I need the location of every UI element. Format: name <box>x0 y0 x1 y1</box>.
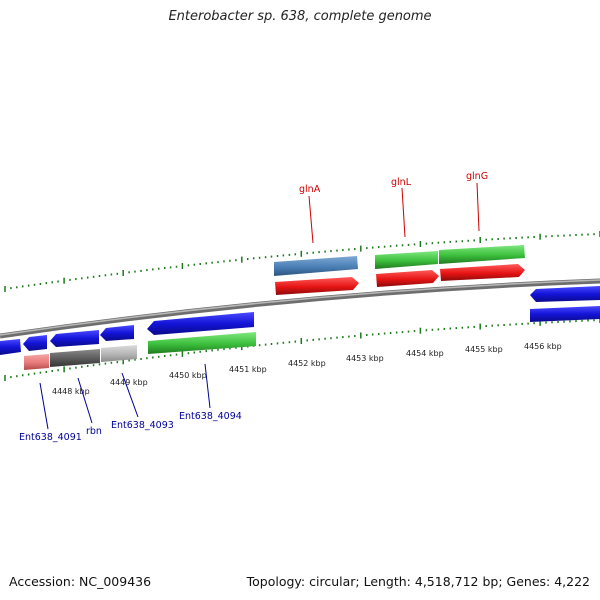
kbp-scale: 4448 kbp 4449 kbp 4450 kbp 4451 kbp 4452… <box>52 342 562 396</box>
gene-label-ent638-4093[interactable]: Ent638_4093 <box>111 420 174 431</box>
gene-arrow <box>50 349 100 367</box>
gene-arrow <box>275 277 359 295</box>
kbp-label: 4449 kbp <box>110 378 148 387</box>
gene-arrow <box>101 345 137 362</box>
topology-text: Topology: circular; Length: 4,518,712 bp… <box>246 574 590 589</box>
gene-arrow <box>50 330 99 347</box>
gene-arrow <box>530 306 600 322</box>
kbp-label: 4448 kbp <box>52 387 90 396</box>
gene-arrow <box>376 270 439 287</box>
gene-arrow <box>530 286 600 302</box>
gene-arrow <box>100 325 134 341</box>
gene-arrow <box>147 312 254 335</box>
forward-gene-labels: glnA glnL glnG <box>299 171 488 244</box>
gene-arrow <box>439 245 525 264</box>
gene-label-glnl[interactable]: glnL <box>391 177 412 188</box>
kbp-label: 4451 kbp <box>229 365 267 374</box>
accession-text: Accession: NC_009436 <box>9 574 152 589</box>
gene-label-ent638-4094[interactable]: Ent638_4094 <box>179 411 242 422</box>
gene-arrow <box>23 335 47 351</box>
gene-arrow <box>375 251 438 269</box>
kbp-label: 4453 kbp <box>346 354 384 363</box>
gene-arrow <box>0 339 21 355</box>
reverse-gene-labels: Ent638_4091 rbn Ent638_4093 Ent638_4094 <box>19 363 242 443</box>
gene-arrow <box>274 256 358 276</box>
gene-label-glna[interactable]: glnA <box>299 184 321 195</box>
genome-backbone <box>0 278 600 339</box>
forward-strand-ticks <box>4 231 600 292</box>
forward-features <box>274 245 600 322</box>
kbp-label: 4454 kbp <box>406 349 444 358</box>
gene-label-ent638-4091[interactable]: Ent638_4091 <box>19 432 82 443</box>
gene-label-rbn[interactable]: rbn <box>86 426 102 437</box>
kbp-label: 4450 kbp <box>169 371 207 380</box>
reverse-features <box>0 312 256 370</box>
map-title: Enterobacter sp. 638, complete genome <box>168 9 432 24</box>
reverse-strand-ticks <box>4 317 600 381</box>
kbp-label: 4455 kbp <box>465 345 503 354</box>
gene-arrow <box>24 354 49 370</box>
kbp-label: 4456 kbp <box>524 342 562 351</box>
gene-arrow <box>440 264 525 281</box>
gene-arrow <box>148 332 256 354</box>
kbp-label: 4452 kbp <box>288 359 326 368</box>
gene-label-glng[interactable]: glnG <box>466 171 488 182</box>
